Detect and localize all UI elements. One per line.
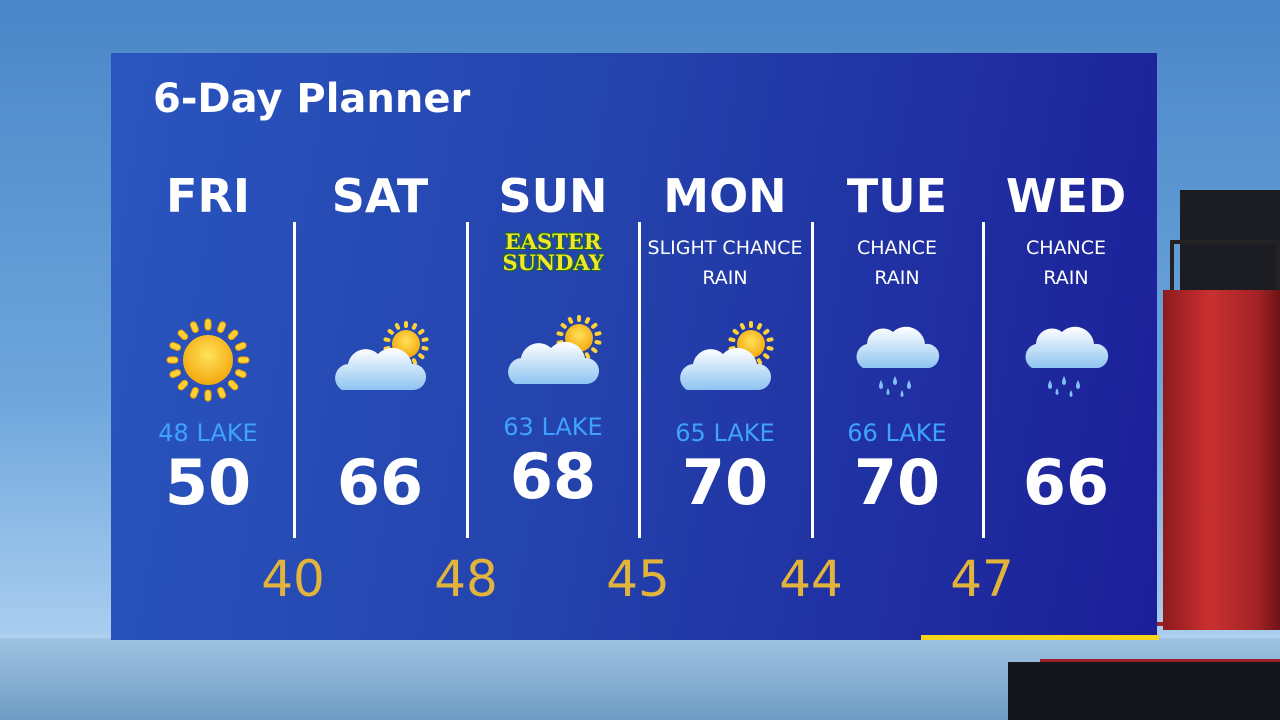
forecast-note: [294, 233, 466, 303]
forecast-note: SLIGHT CHANCE RAIN: [639, 233, 811, 303]
lake-temp: 65 LAKE: [675, 419, 775, 447]
day-label: SUN: [498, 169, 608, 223]
day-label: WED: [1005, 169, 1127, 223]
forecast-day-tue: TUE CHANCE RAIN 66 LAKE 70: [811, 165, 983, 515]
partly-cloudy-icon: [467, 299, 639, 409]
note-line: CHANCE: [1025, 237, 1107, 259]
forecast-day-fri: FRI 48 LAKE 50: [122, 165, 294, 515]
note-line: RAIN: [874, 267, 920, 289]
forecast-note: CHANCE RAIN: [980, 233, 1152, 303]
easter-sunday-badge: EASTER SUNDAY: [467, 227, 639, 297]
day-label: SAT: [331, 169, 429, 223]
lighthouse-gallery: [1170, 240, 1280, 290]
high-temp: 66: [1022, 446, 1110, 519]
lake-temp: 48 LAKE: [158, 419, 258, 447]
note-line: SUNDAY: [502, 250, 604, 275]
sun-icon: [122, 305, 294, 415]
high-temp: 50: [164, 446, 252, 519]
column-divider: [466, 222, 469, 538]
low-temp: 45: [606, 550, 670, 608]
high-temp: 66: [336, 446, 424, 519]
forecast-day-mon: MON SLIGHT CHANCE RAIN 65 LAKE 70: [639, 165, 811, 515]
forecast-note: [122, 233, 294, 303]
pier-railing: [1040, 622, 1280, 662]
forecast-day-sun: SUN EASTER SUNDAY 63 LAKE 68: [467, 165, 639, 509]
lake-temp: 63 LAKE: [503, 413, 603, 441]
partly-cloudy-icon: [639, 305, 811, 415]
forecast-note: CHANCE RAIN: [811, 233, 983, 303]
column-divider: [638, 222, 641, 538]
day-label: FRI: [166, 169, 250, 223]
low-temp: 48: [434, 550, 498, 608]
forecast-day-sat: SAT 66: [294, 165, 466, 515]
page-title: 6-Day Planner: [153, 76, 471, 122]
note-line: RAIN: [702, 267, 748, 289]
column-divider: [982, 222, 985, 538]
rain-cloud-icon: [980, 305, 1152, 415]
accent-bar: [921, 635, 1159, 640]
high-temp: 70: [853, 446, 941, 519]
day-label: TUE: [846, 169, 948, 223]
forecast-day-wed: WED CHANCE RAIN 66: [980, 165, 1152, 515]
lake-temp: 66 LAKE: [847, 419, 947, 447]
note-line: RAIN: [1043, 267, 1089, 289]
high-temp: 70: [681, 446, 769, 519]
column-divider: [293, 222, 296, 538]
note-line: CHANCE: [856, 237, 938, 259]
low-temp: 40: [261, 550, 325, 608]
high-temp: 68: [509, 440, 597, 513]
rain-cloud-icon: [811, 305, 983, 415]
low-temp: 44: [779, 550, 843, 608]
low-temp: 47: [950, 550, 1014, 608]
note-line: SLIGHT CHANCE: [647, 237, 803, 259]
day-label: MON: [663, 169, 787, 223]
pier: [1008, 662, 1280, 720]
column-divider: [811, 222, 814, 538]
partly-cloudy-icon: [294, 305, 466, 415]
note-line: EASTER: [504, 229, 602, 254]
lighthouse: [1163, 290, 1280, 630]
